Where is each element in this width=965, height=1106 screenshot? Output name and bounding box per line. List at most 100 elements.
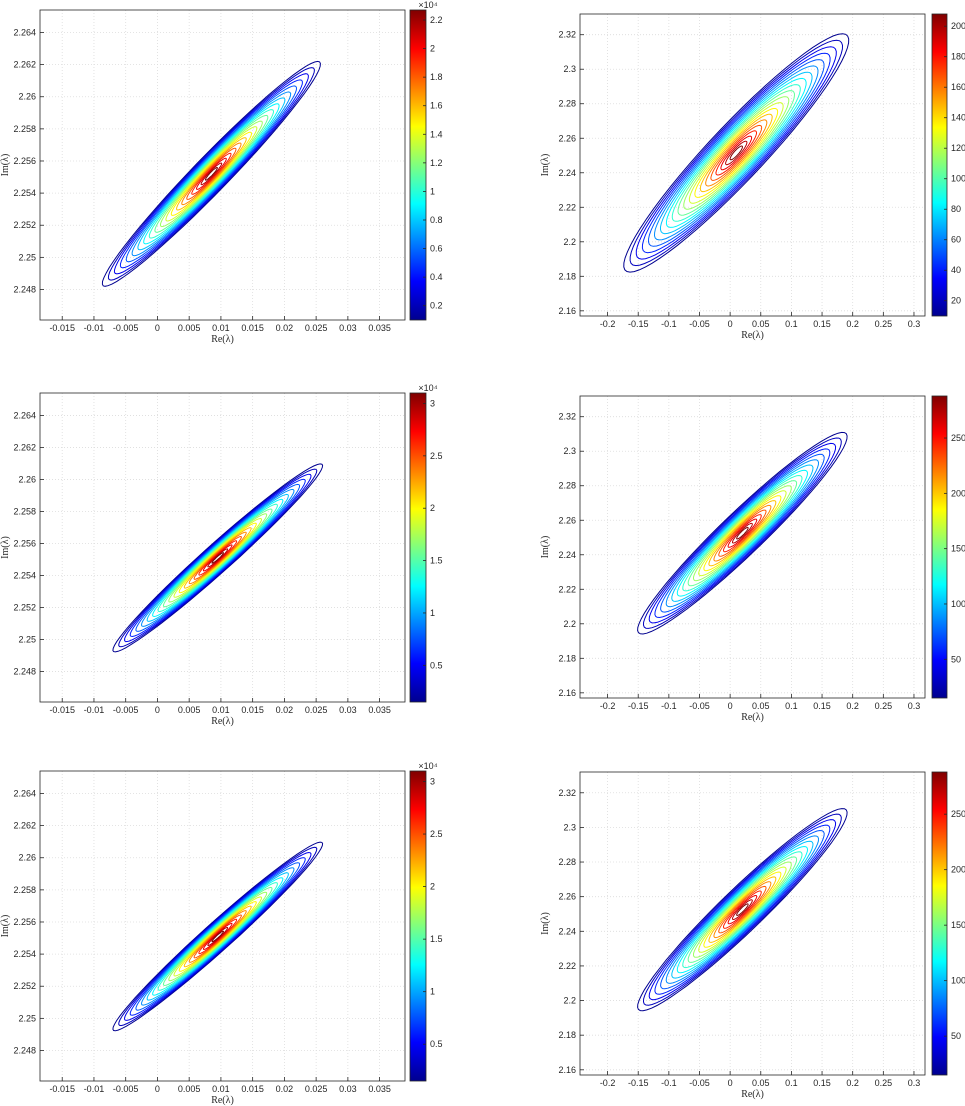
contour-level-18: [727, 895, 758, 925]
y-tick-label: 2.258: [13, 506, 36, 516]
y-axis-label: Im(λ): [540, 536, 551, 559]
contour-level-18: [202, 544, 233, 572]
y-axis-label: Im(λ): [0, 915, 11, 938]
contour-level-13: [178, 901, 257, 972]
y-tick-label: 2.252: [13, 220, 36, 230]
axes-frame: [39, 770, 406, 1082]
x-tick-label: 0.2: [846, 701, 859, 711]
contour-level-15: [188, 910, 247, 963]
colorbar-tick-label: 250: [951, 809, 965, 819]
x-tick-label: 0.01: [212, 323, 230, 333]
y-tick-label: 2.18: [558, 271, 576, 281]
contour-level-6: [653, 65, 819, 241]
colorbar-tick-label: 0.2: [430, 301, 443, 311]
contour-level-2: [642, 437, 842, 629]
y-tick-label: 2.28: [558, 481, 576, 491]
colorbar-tick-label: 40: [951, 265, 961, 275]
x-tick-label: -0.15: [628, 701, 649, 711]
x-tick-label: 0.1: [785, 1078, 798, 1088]
x-tick-label: 0.03: [339, 1084, 357, 1094]
colorbar-tick-label: 200: [951, 21, 965, 31]
contour-level-15: [181, 142, 242, 206]
x-tick-label: 0.005: [178, 323, 201, 333]
colorbar-tick-label: 150: [951, 920, 965, 930]
x-tick-label: -0.1: [661, 701, 677, 711]
contour-level-16: [193, 535, 242, 580]
y-tick-label: 2.264: [13, 27, 36, 37]
contour-level-4: [654, 824, 831, 995]
contour-level-16: [193, 914, 242, 959]
contour-level-10: [162, 886, 273, 987]
axes-frame: [579, 13, 926, 317]
contour-level-14: [176, 137, 247, 211]
contour-level-8: [152, 498, 284, 618]
contour-level-9: [157, 882, 278, 991]
y-tick-label: 2.264: [13, 410, 36, 420]
colorbar-tick-label: 200: [951, 488, 965, 498]
colorbar-tick-label: 2: [430, 882, 435, 892]
contour-level-15: [188, 531, 247, 585]
y-tick-label: 2.24: [558, 550, 576, 560]
contour-level-19: [200, 162, 223, 186]
x-tick-label: -0.01: [84, 705, 105, 715]
contour-level-15: [713, 881, 772, 939]
colorbar-tick-label: 250: [951, 433, 965, 443]
contour-level-12: [173, 517, 263, 598]
x-tick-label: 0.25: [875, 1078, 893, 1088]
contour-group: [112, 463, 324, 653]
contour-level-7: [137, 97, 286, 251]
contour-level-14: [708, 876, 777, 943]
contour-level-7: [146, 872, 289, 1001]
colorbar-tick-label: 1: [430, 186, 435, 196]
x-tick-label: -0.005: [113, 705, 139, 715]
contour-level-16: [718, 885, 767, 934]
x-tick-label: 0.3: [908, 701, 921, 711]
contour-level-16: [710, 124, 763, 181]
y-tick-label: 2.262: [13, 442, 36, 452]
x-tick-label: 0.05: [752, 319, 770, 329]
x-tick-label: 0.015: [241, 1084, 264, 1094]
colorbar-tick-label: 20: [951, 296, 961, 306]
x-tick-label: 0.035: [368, 1084, 391, 1094]
contour-level-3: [648, 442, 837, 624]
contour-level-9: [682, 851, 803, 969]
contour-level-10: [154, 114, 269, 233]
x-tick-label: 0.02: [276, 1084, 294, 1094]
contour-level-1: [637, 808, 848, 1012]
colorbar-tick-label: 3: [430, 398, 435, 408]
y-tick-label: 2.256: [13, 538, 36, 548]
y-tick-label: 2.258: [13, 124, 36, 134]
y-axis-label: Im(λ): [0, 536, 11, 559]
contour-level-20: [736, 526, 749, 540]
x-tick-label: -0.015: [49, 323, 75, 333]
colorbar-tick-label: 1.6: [430, 101, 443, 111]
y-tick-label: 2.26: [18, 92, 36, 102]
colorbar-tick-label: 2: [430, 44, 435, 54]
contour-level-19: [732, 899, 753, 920]
contour-level-12: [165, 126, 258, 222]
colorbar-tick-label: 1.8: [430, 72, 443, 82]
x-tick-label: 0.15: [813, 319, 831, 329]
contour-level-11: [168, 513, 268, 603]
contour-level-9: [157, 503, 278, 613]
contour-level-2: [118, 468, 318, 648]
x-tick-label: -0.005: [113, 1084, 139, 1094]
y-axis-label: Im(λ): [540, 912, 551, 935]
y-tick-label: 2.3: [563, 64, 576, 74]
contour-level-13: [703, 495, 782, 572]
contour-level-8: [665, 77, 807, 228]
x-tick-label: -0.015: [49, 1084, 75, 1094]
contour-level-11: [683, 96, 790, 210]
colorbar-tick-label: 1.2: [430, 158, 443, 168]
colorbar-tick-label: 0.8: [430, 215, 443, 225]
contour-level-11: [693, 861, 792, 958]
chart-panel-5: -0.015 -0.01 -0.005 0 0.005 0.01 0.015 0.02 0.02…: [0, 761, 443, 1106]
x-tick-label: 0.025: [305, 705, 328, 715]
x-tick-label: -0.2: [600, 319, 616, 329]
x-tick-label: 0.25: [875, 701, 893, 711]
y-tick-label: 2.254: [13, 949, 36, 959]
contour-level-14: [699, 113, 773, 193]
contour-level-3: [123, 473, 312, 643]
x-tick-label: 0.1: [785, 319, 798, 329]
